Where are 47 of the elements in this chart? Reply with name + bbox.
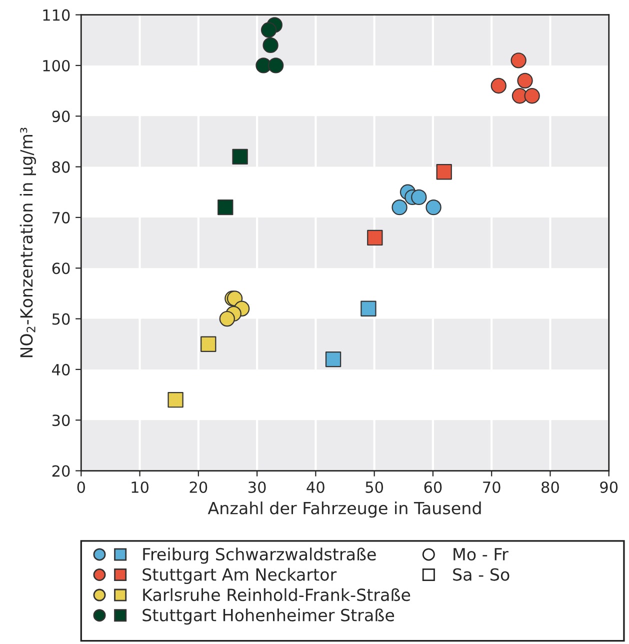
point [325, 351, 342, 368]
y-tick-label: 110 [43, 9, 70, 21]
x-tick-label: 20 [190, 481, 208, 494]
x-tick-label: 40 [306, 481, 324, 494]
x-axis-title: Anzahl der Fahrzeuge in Tausend [208, 502, 481, 518]
y-tick-label: 80 [52, 161, 70, 173]
x-tick-label: 50 [366, 481, 384, 494]
point [490, 78, 506, 94]
point [517, 72, 533, 89]
y-tick-label: 50 [52, 313, 70, 325]
y-tick-label: 90 [52, 110, 70, 122]
point [510, 52, 526, 68]
y-tick-label: 100 [43, 60, 70, 72]
x-tick-label: 90 [600, 481, 618, 494]
y-tick-label: 20 [52, 465, 70, 477]
point [219, 310, 235, 327]
point [268, 58, 284, 74]
point [367, 230, 383, 246]
point [200, 336, 216, 352]
legend-label: Karlsruhe Reinhold-Frank-Straße [143, 588, 410, 602]
legend-label: Stuttgart Am Neckartor [142, 568, 337, 584]
x-tick-label: 0 [77, 481, 85, 494]
x-tick-label: 80 [542, 481, 559, 494]
text: Sa - So [453, 568, 510, 581]
y-tick-label: 60 [52, 262, 70, 274]
x-tick-label: 10 [132, 481, 148, 494]
point [260, 22, 277, 38]
point [436, 164, 452, 180]
text: Mo - Fr [454, 548, 508, 561]
y-tick-label: 30 [52, 414, 70, 426]
legend-label: Stuttgart Hohenheimer Straße [142, 608, 394, 625]
point [426, 199, 442, 216]
point [524, 88, 540, 104]
x-tick-label: 60 [424, 481, 442, 494]
point [262, 37, 278, 54]
point [218, 199, 234, 216]
point [232, 148, 248, 164]
x-tick-label: 30 [248, 481, 266, 494]
y-tick-label: 70 [52, 212, 70, 224]
point [168, 392, 184, 408]
point [411, 189, 427, 206]
legend-label: Freiburg Schwarzwaldstraße [143, 548, 376, 564]
point [392, 199, 408, 216]
y-axis-title: NO$_{2}$-Konzentration in µg/m³ [20, 128, 36, 358]
x-tick-label: 70 [483, 481, 500, 494]
y-tick-label: 40 [52, 364, 70, 376]
point [360, 300, 376, 316]
